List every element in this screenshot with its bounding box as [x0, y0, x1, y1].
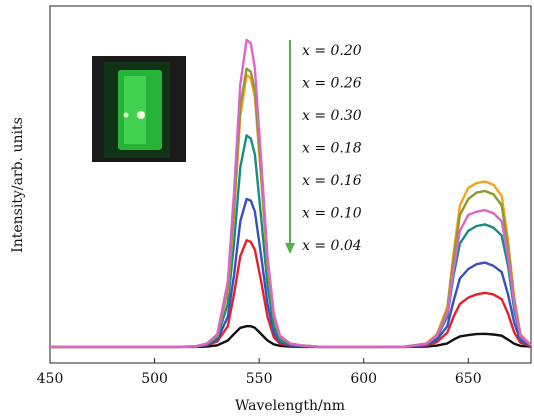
- legend-label: x = 0.16: [302, 173, 362, 189]
- y-axis-title: Intensity/arb. units: [10, 117, 26, 253]
- x-tick-label: 550: [246, 371, 273, 387]
- inset-green-highlight: [124, 76, 146, 144]
- x-axis-title: Wavelength/nm: [235, 398, 345, 414]
- inset-light-spot: [137, 111, 145, 119]
- plot-frame: [49, 5, 532, 364]
- legend-label: x = 0.20: [302, 43, 362, 59]
- legend-label: x = 0.10: [302, 206, 362, 222]
- x-tick-label: 500: [141, 371, 168, 387]
- legend-arrow-head: [285, 243, 295, 254]
- series-line: [50, 38, 532, 349]
- inset-photo: [92, 56, 186, 162]
- legend-label: x = 0.04: [302, 238, 362, 254]
- legend: x = 0.20 x = 0.26 x = 0.30 x = 0.18 x = 0.16…: [302, 43, 362, 254]
- inset-light-spot-2: [123, 112, 129, 118]
- x-tick-label: 450: [37, 371, 64, 387]
- x-ticks: 450 500 550 600 650: [37, 358, 482, 387]
- x-tick-label: 600: [350, 371, 377, 387]
- series-group: [50, 38, 532, 349]
- x-tick-label: 650: [455, 371, 482, 387]
- legend-label: x = 0.18: [302, 141, 362, 157]
- series-line: [50, 239, 532, 349]
- legend-label: x = 0.30: [302, 108, 362, 124]
- legend-label: x = 0.26: [302, 76, 362, 92]
